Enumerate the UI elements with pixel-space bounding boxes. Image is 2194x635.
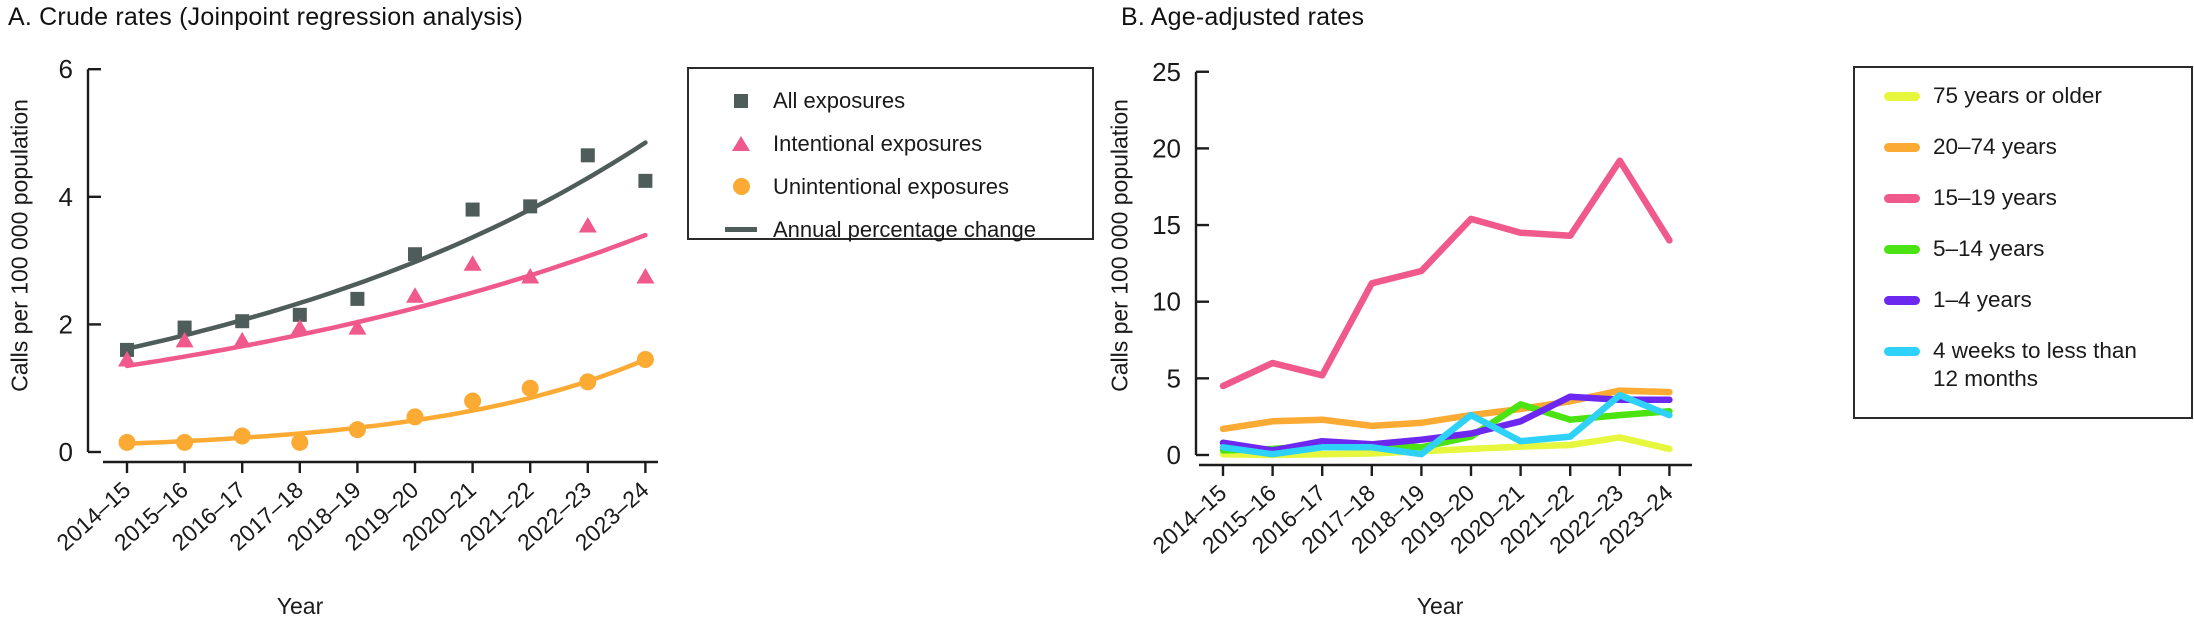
legend-item: Unintentional exposures: [709, 165, 1092, 208]
trend-line: [124, 232, 648, 369]
legend-item-label: 15–19 years: [1933, 185, 2057, 210]
circle-marker: [233, 427, 251, 445]
circle-marker: [579, 373, 597, 391]
series-markers: [118, 217, 655, 367]
intentional-triangle-icon: [732, 136, 750, 151]
y-tick-label: 0: [1167, 440, 1181, 470]
circle-marker: [291, 433, 309, 451]
legend-item: Annual percentage change: [709, 208, 1092, 251]
panel-a-legend: All exposures Intentional exposures Unin…: [687, 67, 1094, 242]
legend-item-label: 1–4 years: [1933, 287, 2032, 312]
series-line: [1219, 157, 1673, 390]
triangle-marker: [290, 319, 309, 335]
legend-item-label: Annual percentage change: [773, 216, 1036, 242]
square-marker: [235, 314, 250, 329]
legend-item-label: All exposures: [773, 87, 906, 113]
all-exposures-square-icon: [734, 93, 748, 108]
circle-marker: [118, 433, 136, 451]
series-line: [1219, 391, 1673, 458]
triangle-marker: [406, 287, 424, 303]
x-axis: 2014–152015–162016–172017–182018–192019–…: [51, 460, 658, 556]
square-marker: [350, 291, 365, 306]
trend-line-icon: [725, 227, 757, 232]
legend-item: 15–19 years: [1871, 184, 2191, 235]
age-under-12mo-line-icon: [1884, 347, 1920, 356]
square-marker: [408, 247, 422, 262]
y-tick-label: 0: [59, 437, 73, 467]
circle-marker: [348, 421, 366, 439]
triangle-marker: [521, 268, 540, 284]
legend-item: Intentional exposures: [709, 122, 1092, 165]
legend-item-label: 75 years or older: [1933, 83, 2102, 108]
unintentional-circle-icon: [732, 178, 750, 195]
series-markers: [120, 148, 653, 357]
trend-line: [124, 357, 648, 446]
y-tick-label: 20: [1152, 133, 1181, 163]
square-marker: [120, 342, 134, 357]
series-markers: [118, 350, 654, 451]
age-5-14-line-icon: [1884, 245, 1920, 254]
square-marker: [523, 199, 538, 214]
triangle-marker: [463, 255, 482, 271]
panel-a-title: A. Crude rates (Joinpoint regression ana…: [8, 3, 523, 31]
trend-line: [124, 140, 648, 351]
legend-item-label: Intentional exposures: [773, 130, 983, 156]
triangle-marker: [175, 331, 194, 348]
triangle-marker: [118, 350, 136, 367]
triangle-marker: [578, 217, 597, 233]
triangle-marker: [348, 319, 367, 335]
circle-marker: [464, 392, 482, 410]
y-tick-label: 6: [59, 54, 73, 84]
circle-marker: [176, 433, 194, 451]
panel-b-plot: 0 5 10 15 20 25 2014–152015–162016–172017–1820…: [1147, 57, 1692, 559]
age-15-19-line-icon: [1884, 194, 1920, 203]
legend-item: 20–74 years: [1871, 133, 2191, 184]
legend-item: All exposures: [709, 79, 1092, 122]
panel-a-plot: 0 2 4 6 2014–152015–162016–172017–182018–192…: [51, 54, 658, 556]
legend-item-label: 5–14 years: [1933, 236, 2045, 261]
legend-item: 75 years or older: [1871, 82, 2191, 133]
legend-item-label: 20–74 years: [1933, 134, 2057, 159]
series-line: [1219, 434, 1673, 459]
panel-a-x-axis-label: Year: [276, 593, 324, 619]
legend-item-label: Unintentional exposures: [773, 173, 1010, 199]
y-axis: 0 5 10 15 20 25: [1152, 57, 1209, 470]
circle-marker: [406, 408, 424, 426]
square-marker: [638, 173, 653, 188]
age-20-74-line-icon: [1884, 143, 1920, 152]
legend-item-label: 4 weeks to less than 12 months: [1933, 338, 2137, 391]
age-1-4-line-icon: [1884, 296, 1920, 305]
square-marker: [292, 307, 307, 322]
triangle-marker: [636, 268, 655, 284]
y-tick-label: 15: [1152, 210, 1181, 240]
square-marker: [177, 320, 192, 335]
square-marker: [580, 148, 595, 163]
y-tick-label: 2: [59, 309, 73, 339]
panel-b-title: B. Age-adjusted rates: [1121, 3, 1365, 31]
y-axis: 0 2 4 6: [59, 54, 101, 467]
square-marker: [465, 202, 480, 217]
y-tick-label: 4: [59, 182, 73, 212]
y-tick-label: 10: [1152, 287, 1181, 317]
circle-marker: [521, 379, 539, 397]
legend-item: 1–4 years: [1871, 286, 2191, 337]
legend-item: 5–14 years: [1871, 235, 2191, 286]
panel-b-legend: 75 years or older 20–74 years 15–19 year…: [1853, 66, 2193, 419]
panel-b-x-axis-label: Year: [1416, 593, 1464, 619]
age-75-plus-line-icon: [1884, 92, 1920, 101]
triangle-marker: [233, 331, 252, 348]
x-axis: 2014–152015–162016–172017–182018–192019–…: [1147, 463, 1692, 559]
legend-item: 4 weeks to less than 12 months: [1871, 337, 2191, 393]
circle-marker: [636, 350, 654, 368]
y-tick-label: 5: [1167, 363, 1181, 393]
y-tick-label: 25: [1152, 57, 1181, 87]
